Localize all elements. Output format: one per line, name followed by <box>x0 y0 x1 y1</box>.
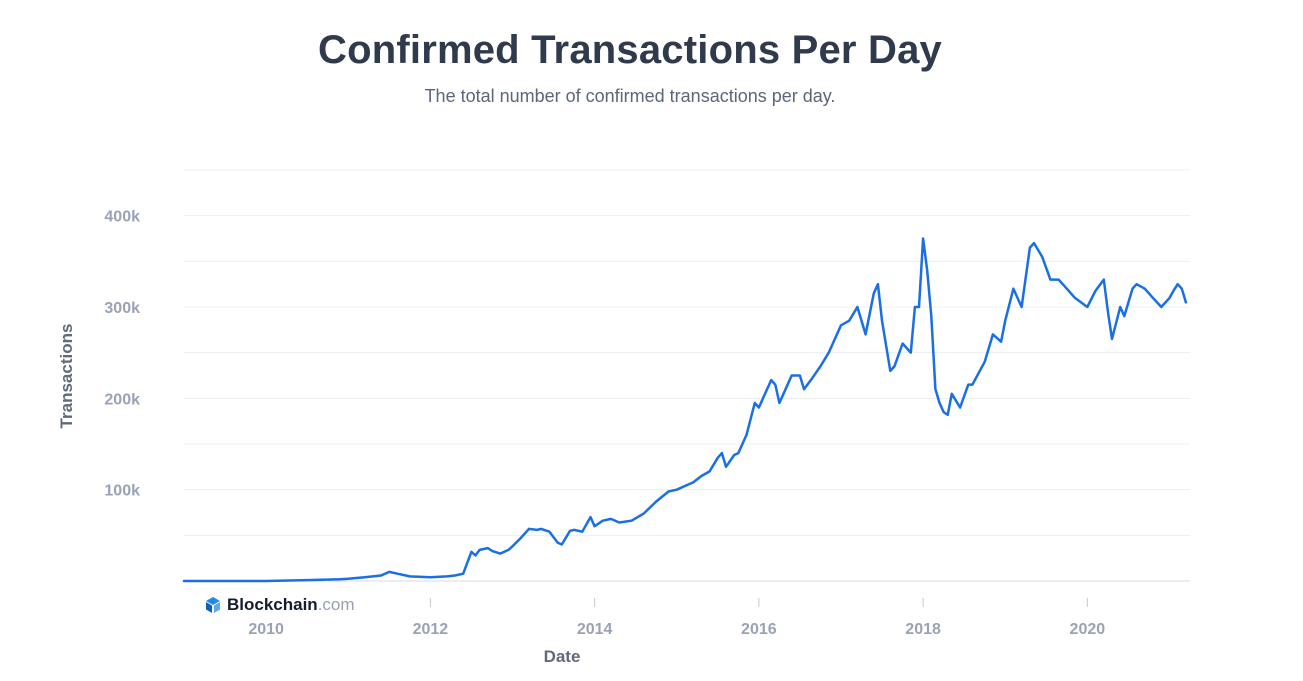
grid-lines <box>184 169 1190 582</box>
blockchain-watermark: Blockchain.com <box>206 595 355 614</box>
y-tick-label: 400k <box>104 209 140 226</box>
y-tick-label: 300k <box>104 300 140 317</box>
blockchain-logo-icon <box>206 597 220 613</box>
x-tick-label: 2016 <box>741 621 777 638</box>
x-axis-title: Date <box>544 647 581 666</box>
x-tick-label: 2018 <box>905 621 941 638</box>
watermark-domain: .com <box>318 595 355 614</box>
watermark-brand: Blockchain <box>227 595 318 614</box>
x-tick-label: 2014 <box>577 621 613 638</box>
x-tick-label: 2020 <box>1070 621 1106 638</box>
chart-subtitle: The total number of confirmed transactio… <box>424 86 836 106</box>
svg-text:Blockchain.com: Blockchain.com <box>227 595 355 614</box>
y-axis-title: Transactions <box>57 324 76 429</box>
series-line <box>182 237 1188 583</box>
x-tick-label: 2012 <box>413 621 449 638</box>
x-tick-label: 2010 <box>248 621 284 638</box>
y-tick-label: 100k <box>104 483 140 500</box>
chart-title: Confirmed Transactions Per Day <box>318 28 942 72</box>
series-line-layer <box>182 237 1188 583</box>
axis-ticks: 100k 200k 300k 400k 2010 2012 2014 2016 2018 2020 <box>104 209 1105 638</box>
y-tick-label: 200k <box>104 391 140 408</box>
